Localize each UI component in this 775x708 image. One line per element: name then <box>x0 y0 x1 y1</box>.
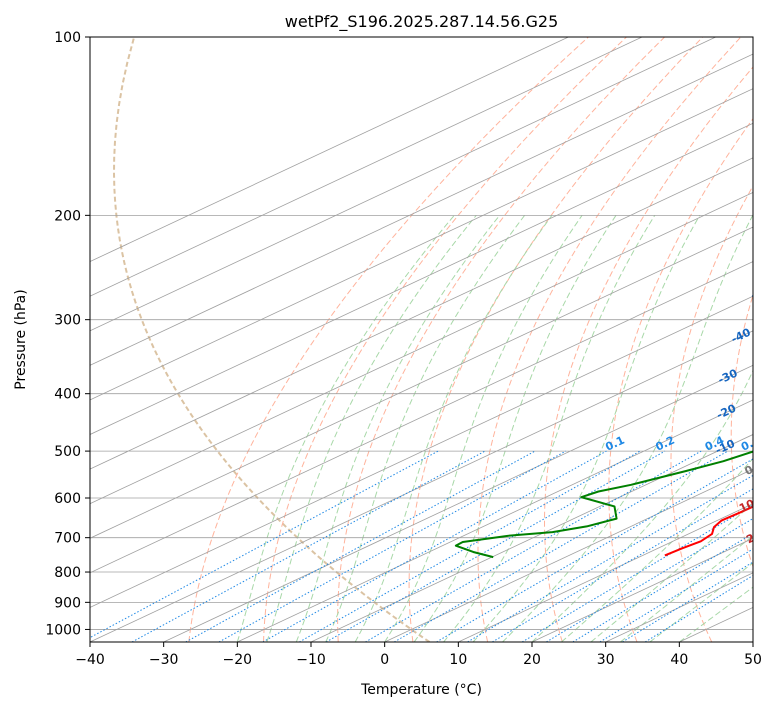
isotherm-label: 20 <box>744 528 764 546</box>
isotherm-label: -50 <box>749 282 773 302</box>
isotherm-line <box>90 53 753 366</box>
isotherm-line <box>458 503 753 642</box>
mixing-ratio-line <box>90 450 439 639</box>
moist-adiabat-line <box>472 215 701 642</box>
dry-adiabat-line <box>477 37 742 642</box>
dry-adiabat-line <box>544 66 753 642</box>
y-tick-label: 400 <box>54 387 81 403</box>
isotherm-line <box>90 88 753 401</box>
moist-adiabat-line <box>620 535 753 642</box>
mixing-ratio-line <box>572 532 753 642</box>
mixing-ratio-line <box>467 474 753 642</box>
temperature-line <box>664 505 753 557</box>
moist-adiabat-line <box>266 215 477 642</box>
mixing-ratio-line <box>436 458 753 642</box>
plot-frame <box>89 36 754 643</box>
isotherm-line <box>90 37 643 297</box>
isotherm-line <box>90 157 753 470</box>
isotherm-label: 10 <box>737 497 757 515</box>
isotherm-line <box>90 261 753 574</box>
mixing-ratio-line <box>218 450 567 642</box>
x-tick-label: 50 <box>744 652 762 668</box>
dry-adiabat-line <box>263 37 627 642</box>
mixing-ratio-line <box>185 450 536 642</box>
y-tick-label: 100 <box>54 30 81 46</box>
mixing-ratio-line <box>298 450 641 642</box>
mixing-ratio-line <box>131 450 486 642</box>
dry-adiabat-line <box>337 37 665 642</box>
isotherm-line <box>90 37 569 263</box>
isotherm-line <box>384 468 753 642</box>
isotherm-line <box>237 399 753 642</box>
moist-adiabat-line <box>413 215 617 642</box>
moist-adiabat-line <box>295 215 500 642</box>
y-tick-label: 500 <box>54 444 81 460</box>
moist-adiabat-line <box>502 215 753 642</box>
mixing-ratio-line <box>365 450 702 642</box>
dewpoint-line <box>454 450 753 559</box>
x-tick-label: 30 <box>597 652 615 668</box>
x-tick-label: −10 <box>296 652 326 668</box>
x-tick-label: −20 <box>223 652 253 668</box>
y-tick-label: 200 <box>54 208 81 224</box>
x-axis-title: Temperature (°C) <box>360 682 482 698</box>
isotherm-line <box>90 191 753 505</box>
mixing-ratio-line <box>546 517 753 642</box>
isotherm-line <box>90 37 716 332</box>
isotherm-line <box>90 226 753 539</box>
x-tick-label: 40 <box>670 652 688 668</box>
y-tick-label: 700 <box>54 531 81 547</box>
moist-adiabat-line <box>354 215 553 642</box>
y-tick-label: 800 <box>54 565 81 581</box>
dry-adiabat-line <box>730 293 753 569</box>
y-tick-label: 900 <box>54 595 81 611</box>
isotherm-line <box>90 295 753 608</box>
x-tick-label: 20 <box>523 652 541 668</box>
x-tick-label: 0 <box>380 652 389 668</box>
isotherm-label: 0 <box>743 463 756 478</box>
y-tick-label: 600 <box>54 491 81 507</box>
data-lines <box>454 450 753 559</box>
mixing-ratio-line <box>325 450 666 642</box>
isotherm-line <box>310 434 753 642</box>
moist-adiabat-line <box>590 502 753 642</box>
moist-adiabat-line <box>384 215 583 642</box>
moist-adiabat-line <box>531 369 753 642</box>
chart-title: wetPf2_S196.2025.287.14.56.G25 <box>285 12 559 32</box>
background-lines <box>90 37 753 642</box>
x-tick-label: −30 <box>149 652 179 668</box>
isotherm-label: 30 <box>752 559 772 577</box>
moist-adiabat-line <box>236 215 455 642</box>
moist-adiabat-line <box>561 457 753 642</box>
line-annotations: -100-90-80-70-60-50-40-30-20-10010203040… <box>603 282 773 578</box>
isotherm-line <box>163 364 753 642</box>
y-tick-label: 1000 <box>45 622 81 638</box>
mixing-ratio-line <box>492 488 753 642</box>
y-tick-label: 300 <box>54 313 81 329</box>
axes: −40 −30 −20 −10 0 10 20 30 40 5010020030040050060… <box>45 30 762 668</box>
x-tick-label: −40 <box>75 652 105 668</box>
x-tick-label: 10 <box>449 652 467 668</box>
isotherm-line <box>531 537 753 642</box>
isotherm-line <box>90 330 753 642</box>
moist-adiabat-line <box>325 215 526 642</box>
y-axis-title: Pressure (hPa) <box>13 289 29 389</box>
mixing-ratio-line <box>521 504 753 642</box>
dry-adiabat-line <box>608 117 753 642</box>
isotherm-line <box>90 122 753 435</box>
moist-adiabat-line <box>443 215 656 642</box>
